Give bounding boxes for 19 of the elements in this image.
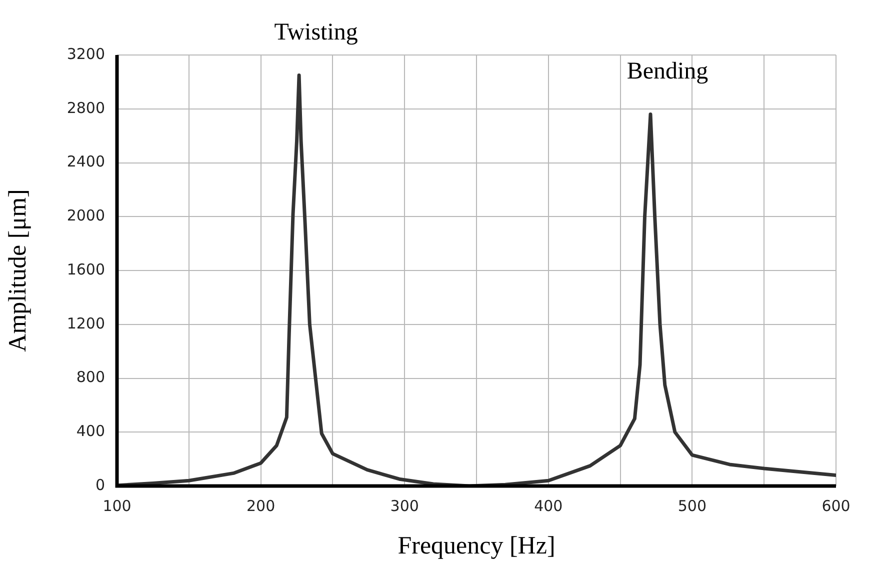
x-tick-label: 500: [678, 496, 707, 515]
y-axis-title: Amplitude [μm]: [4, 189, 32, 352]
x-axis-title: Frequency [Hz]: [398, 532, 556, 560]
y-tick-label: 3200: [66, 44, 105, 63]
y-tick-label: 800: [76, 368, 105, 386]
x-tick-label: 400: [534, 496, 563, 515]
x-tick-label: 600: [822, 496, 850, 515]
x-tick-label: 300: [390, 496, 419, 515]
y-tick-label: 2800: [66, 98, 105, 117]
y-tick-label: 2400: [66, 152, 105, 171]
y-tick-label: 400: [76, 422, 105, 440]
annotation: Twisting: [274, 20, 358, 46]
annotation: Bending: [626, 58, 708, 85]
y-tick-label: 1600: [66, 260, 105, 278]
y-tick-label: 2000: [66, 206, 105, 225]
y-tick-label: 0: [95, 476, 105, 494]
x-tick-label: 200: [246, 496, 276, 515]
x-tick-label: 100: [102, 496, 132, 515]
y-tick-label: 1200: [66, 314, 105, 332]
